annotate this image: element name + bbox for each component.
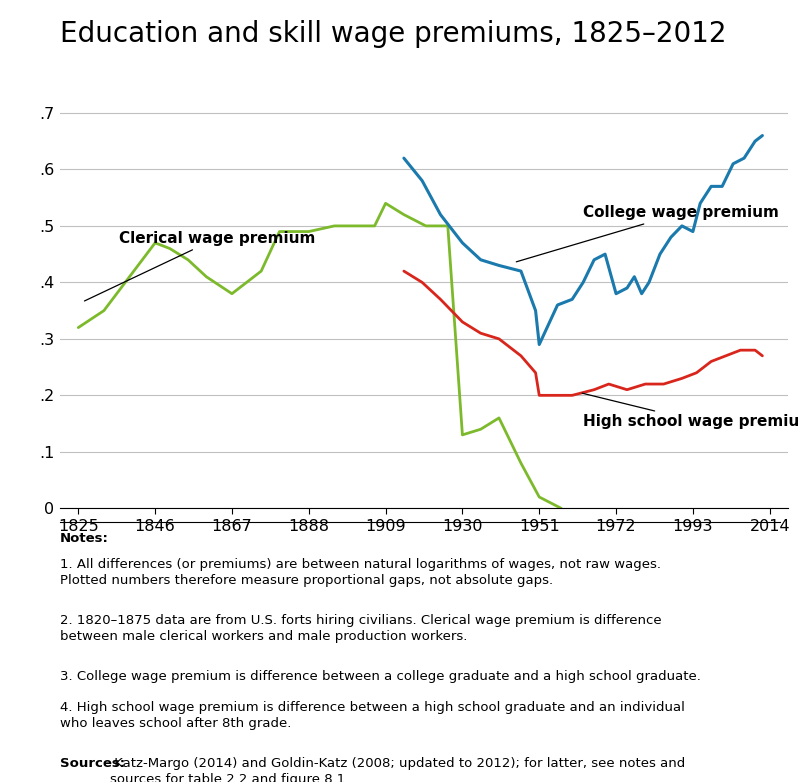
Text: High school wage premium: High school wage premium [582, 393, 800, 429]
Text: Education and skill wage premiums, 1825–2012: Education and skill wage premiums, 1825–… [60, 20, 726, 48]
Text: 4. High school wage premium is difference between a high school graduate and an : 4. High school wage premium is differenc… [60, 701, 685, 730]
Text: Sources:: Sources: [60, 757, 125, 770]
Text: Notes:: Notes: [60, 532, 109, 545]
Text: Katz-Margo (2014) and Goldin-Katz (2008; updated to 2012); for latter, see notes: Katz-Margo (2014) and Goldin-Katz (2008;… [110, 757, 686, 782]
Text: Clerical wage premium: Clerical wage premium [85, 231, 315, 301]
Text: 3. College wage premium is difference between a college graduate and a high scho: 3. College wage premium is difference be… [60, 670, 701, 683]
Text: College wage premium: College wage premium [516, 206, 779, 262]
Text: 1. All differences (or premiums) are between natural logarithms of wages, not ra: 1. All differences (or premiums) are bet… [60, 558, 661, 587]
Text: 2. 1820–1875 data are from U.S. forts hiring civilians. Clerical wage premium is: 2. 1820–1875 data are from U.S. forts hi… [60, 614, 662, 644]
